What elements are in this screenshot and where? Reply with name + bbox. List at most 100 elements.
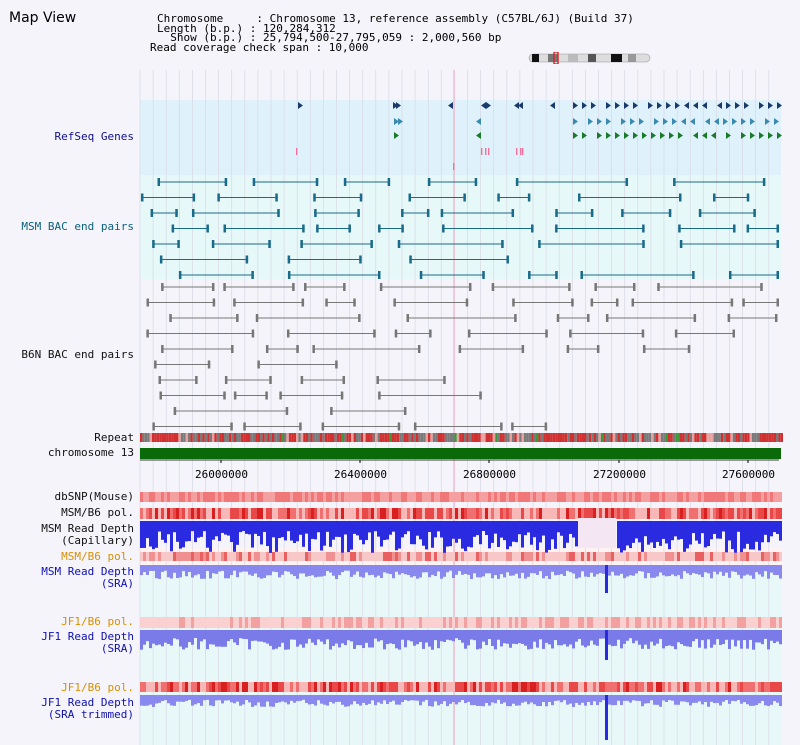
depth-bar <box>158 630 161 645</box>
depth-bar <box>257 630 260 642</box>
pol-cell <box>770 552 773 561</box>
pol-cell <box>407 508 410 519</box>
depth-bar <box>668 521 671 550</box>
pol-cell <box>377 682 380 692</box>
repeat-segment <box>382 433 385 442</box>
pol-cell <box>545 492 548 502</box>
pol-cell <box>707 617 710 628</box>
repeat-segment <box>576 433 580 442</box>
pol-cell <box>182 492 185 502</box>
depth-bar <box>293 565 296 577</box>
pol-cell <box>401 552 404 561</box>
depth-bar <box>281 695 284 702</box>
pol-cell <box>629 508 632 519</box>
pol-cell <box>146 492 149 502</box>
repeat-segment <box>308 433 311 442</box>
depth-bar <box>773 630 776 643</box>
depth-bar <box>347 565 350 571</box>
depth-bar <box>575 630 578 642</box>
repeat-segment <box>183 433 186 442</box>
depth-bar <box>200 521 203 537</box>
pol-cell <box>659 508 662 519</box>
depth-bar <box>227 565 230 579</box>
pol-cell <box>692 508 695 519</box>
pol-cell <box>260 492 263 502</box>
depth-bar <box>512 695 515 704</box>
pol-cell <box>572 552 575 561</box>
pol-cell <box>437 552 440 561</box>
repeat-segment <box>504 433 508 442</box>
pol-cell <box>635 617 638 628</box>
depth-bar <box>689 630 692 647</box>
pol-cell <box>197 492 200 502</box>
pol-cell <box>524 617 527 628</box>
pol-cell <box>278 492 281 502</box>
repeat-segment <box>747 433 750 442</box>
pol-cell <box>371 617 374 628</box>
repeat-segment <box>286 433 289 442</box>
depth-bar <box>452 565 455 579</box>
pol-cell <box>302 508 305 519</box>
repeat-segment <box>312 433 316 442</box>
pol-cell <box>689 508 692 519</box>
pol-cell <box>335 682 338 692</box>
depth-bar <box>425 521 428 550</box>
pol-cell <box>386 552 389 561</box>
bac-end <box>566 345 570 353</box>
repeat-segment <box>202 433 205 442</box>
depth-bar <box>683 521 686 552</box>
pol-cell <box>344 492 347 502</box>
pol-cell <box>671 552 674 561</box>
depth-bar <box>434 630 437 641</box>
depth-bar <box>182 565 185 572</box>
axis-tick-label: 26400000 <box>334 468 387 481</box>
pol-cell <box>257 508 260 519</box>
repeat-segment <box>363 433 366 442</box>
repeat-segment <box>761 433 764 442</box>
depth-bar <box>476 630 479 650</box>
depth-bar <box>380 521 383 547</box>
pol-cell <box>494 492 497 502</box>
pol-cell <box>287 492 290 502</box>
genome-map-canvas[interactable]: 26000000 26400000 26800000 27200000 27600000 <box>138 70 783 745</box>
depth-bar <box>758 565 761 575</box>
pol-cell <box>707 552 710 561</box>
depth-bar <box>683 630 686 646</box>
pol-cell <box>764 508 767 519</box>
bac-end <box>330 407 333 415</box>
pol-cell <box>275 617 278 628</box>
depth-bar <box>365 695 368 705</box>
pol-cell <box>239 552 242 561</box>
pol-cell <box>566 508 569 519</box>
pol-cell <box>446 492 449 502</box>
pol-cell <box>332 492 335 502</box>
pol-cell <box>554 682 557 692</box>
pol-cell <box>236 492 239 502</box>
pol-cell <box>623 508 626 519</box>
depth-bar <box>332 565 335 576</box>
depth-bar <box>350 521 353 550</box>
pol-cell <box>320 508 323 519</box>
pol-cell <box>194 552 197 561</box>
depth-bar <box>455 565 458 575</box>
depth-bar <box>674 695 677 705</box>
chromosome-ideogram[interactable] <box>528 52 653 64</box>
pol-cell <box>218 617 221 628</box>
pol-cell <box>650 492 653 502</box>
pol-cell <box>689 492 692 502</box>
depth-bar <box>743 565 746 576</box>
pol-cell <box>203 508 206 519</box>
repeat-segment <box>572 433 575 442</box>
pol-cell <box>320 492 323 502</box>
gene-arrow <box>591 102 596 109</box>
pol-cell <box>386 617 389 628</box>
depth-bar <box>512 521 515 542</box>
bac-end <box>479 391 482 400</box>
depth-bar <box>491 521 494 543</box>
depth-bar <box>545 565 548 577</box>
depth-bar <box>296 565 299 579</box>
repeat-segment <box>303 433 306 442</box>
depth-bar <box>173 565 176 573</box>
repeat-segment <box>497 433 500 442</box>
depth-bar <box>533 565 536 574</box>
